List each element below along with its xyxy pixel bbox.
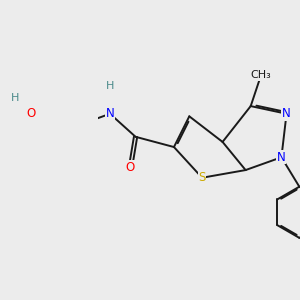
Text: S: S	[198, 171, 206, 184]
Text: O: O	[26, 107, 35, 120]
Text: H: H	[11, 93, 20, 103]
Text: N: N	[282, 107, 291, 120]
Text: N: N	[106, 107, 114, 120]
Text: H: H	[106, 81, 114, 91]
Text: N: N	[277, 151, 286, 164]
Text: CH₃: CH₃	[250, 70, 271, 80]
Text: O: O	[126, 161, 135, 174]
